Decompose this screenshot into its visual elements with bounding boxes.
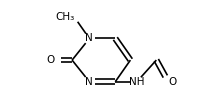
Text: CH₃: CH₃ xyxy=(55,12,74,22)
Text: NH: NH xyxy=(129,77,145,87)
Text: N: N xyxy=(85,77,93,87)
Text: O: O xyxy=(168,77,176,87)
Text: O: O xyxy=(47,55,55,65)
Text: N: N xyxy=(85,33,93,43)
